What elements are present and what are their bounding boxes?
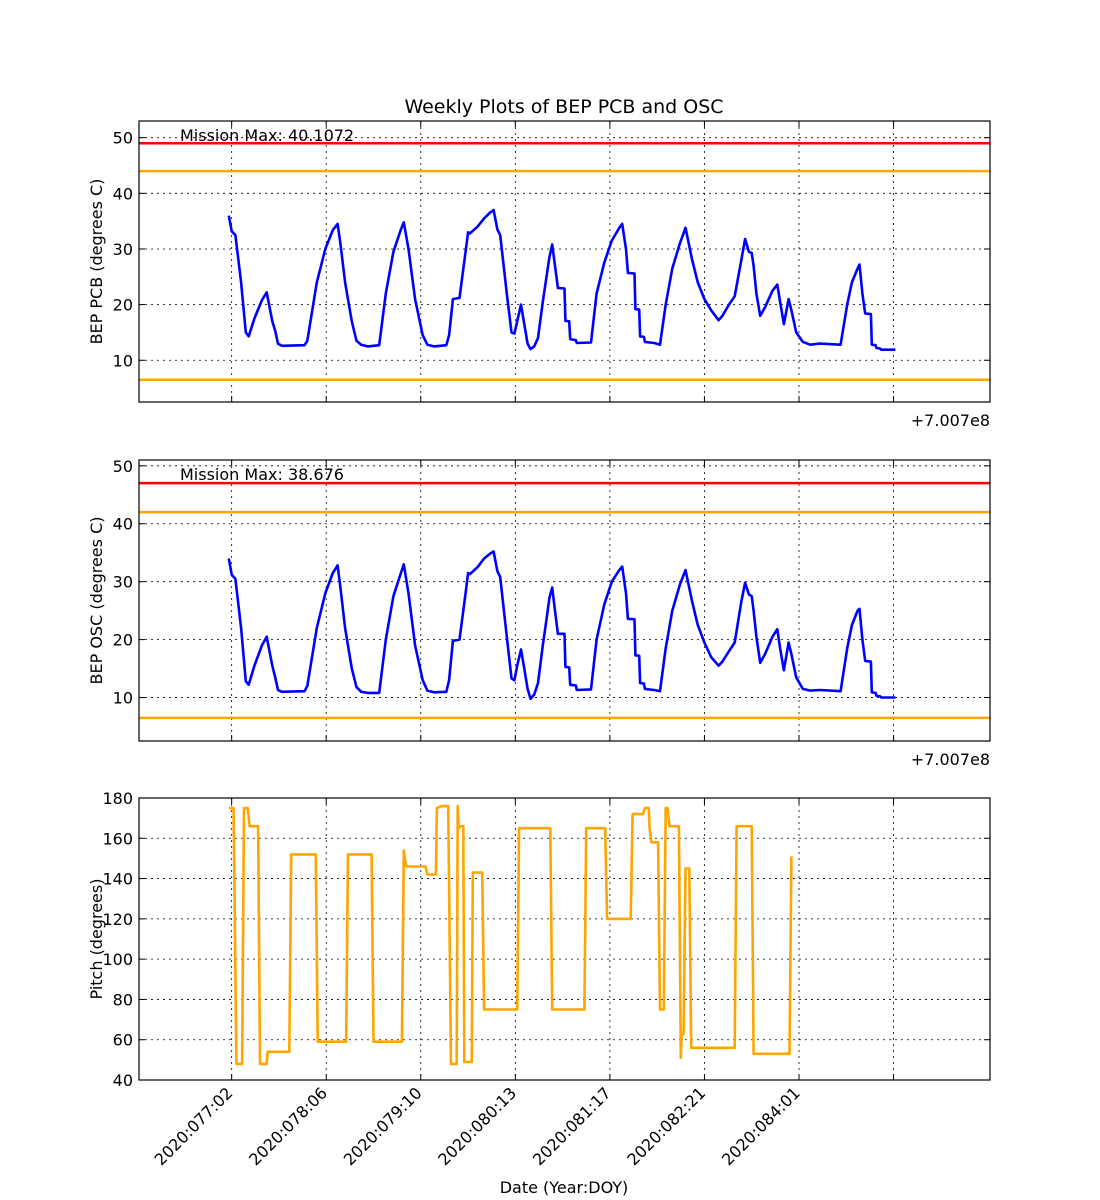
y-tick-label: 30 [113, 240, 133, 259]
figure-title: Weekly Plots of BEP PCB and OSC [404, 96, 723, 118]
x-axis-label: Date (Year:DOY) [500, 1178, 629, 1197]
x-tick-label: 2020:077:02 [151, 1083, 237, 1169]
y-tick-label: 100 [102, 950, 133, 969]
y-tick-label: 180 [102, 789, 133, 808]
plot-frame [138, 459, 991, 742]
y-tick-label: 50 [113, 129, 133, 148]
y-tick-label: 50 [113, 457, 133, 476]
mission-max-annotation: Mission Max: 40.1072 [180, 126, 354, 145]
pitch-panel: 40 60 80 100 120 140 160 180 Pitch (degrees) 2020… [87, 789, 991, 1169]
y-tick-label: 140 [102, 870, 133, 889]
y-tick-label: 40 [113, 515, 133, 534]
y-axis-label: Pitch (degrees) [87, 879, 106, 1000]
y-tick-label: 30 [113, 573, 133, 592]
x-tick-label: 2020:079:10 [340, 1083, 426, 1169]
series-line-blue [227, 208, 896, 351]
y-tick-label: 20 [113, 296, 133, 315]
bep-pcb-panel: 10 20 30 40 50 BEP PCB (degrees C) Mission Max… [87, 120, 991, 430]
y-tick-label: 40 [113, 184, 133, 203]
y-tick-label: 80 [113, 990, 133, 1009]
x-offset-label: +7.007e8 [911, 750, 990, 769]
y-tick-label: 60 [113, 1031, 133, 1050]
y-tick-label: 120 [102, 910, 133, 929]
plot-frame [138, 797, 991, 1081]
x-tick-label: 2020:084:01 [718, 1083, 804, 1169]
y-tick-label: 10 [113, 351, 133, 370]
bep-osc-panel: 10 20 30 40 50 BEP OSC (degrees C) Mission Max… [87, 457, 991, 769]
series-line-orange [228, 804, 793, 1066]
mission-max-annotation: Mission Max: 38.676 [180, 465, 344, 484]
x-tick-label: 2020:080:13 [434, 1083, 520, 1169]
series-line-blue [227, 550, 896, 700]
plot-frame [138, 120, 991, 403]
x-tick-label: 2020:081:17 [529, 1083, 615, 1169]
x-tick-label: 2020:078:06 [245, 1083, 331, 1169]
y-tick-label: 160 [102, 829, 133, 848]
y-axis-label: BEP OSC (degrees C) [87, 517, 106, 685]
y-tick-label: 10 [113, 689, 133, 708]
y-tick-label: 20 [113, 631, 133, 650]
y-tick-label: 40 [113, 1071, 133, 1090]
y-axis-label: BEP PCB (degrees C) [87, 179, 106, 345]
x-tick-label: 2020:082:21 [623, 1083, 709, 1169]
x-offset-label: +7.007e8 [911, 411, 990, 430]
